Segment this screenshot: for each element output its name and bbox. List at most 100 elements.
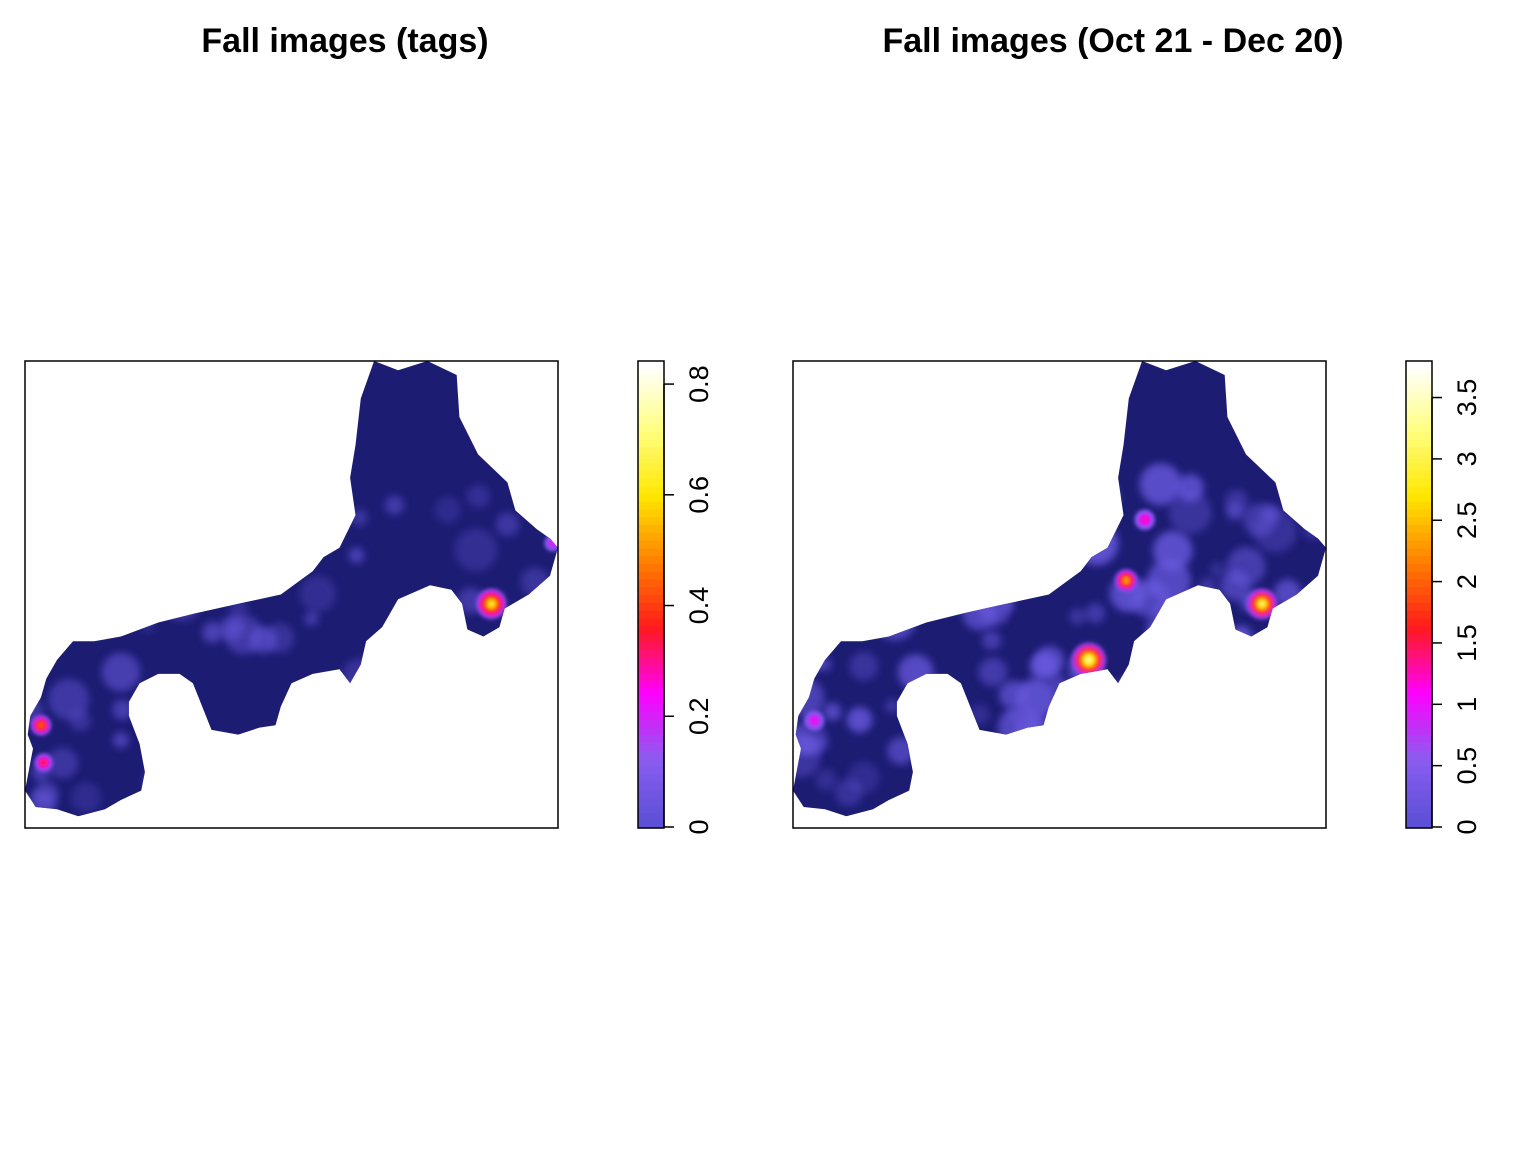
density-blob bbox=[814, 597, 846, 629]
colorbar-step bbox=[638, 804, 664, 814]
colorbar-step bbox=[638, 757, 664, 767]
density-blob bbox=[883, 494, 912, 523]
density-blob bbox=[977, 590, 1011, 624]
colorbar-step bbox=[638, 571, 664, 580]
density-blob bbox=[1195, 678, 1231, 714]
colorbar-step bbox=[638, 516, 664, 526]
colorbar-step bbox=[1406, 750, 1432, 759]
density-blob bbox=[917, 732, 955, 771]
density-blob bbox=[965, 516, 994, 545]
colorbar-step bbox=[638, 563, 664, 572]
density-blob bbox=[1229, 784, 1256, 810]
hotspot-west-lower bbox=[41, 760, 47, 766]
density-blob bbox=[920, 772, 939, 792]
density-blob bbox=[385, 710, 412, 738]
colorbar-step bbox=[1406, 384, 1432, 393]
density-blob bbox=[287, 518, 317, 548]
density-blob bbox=[885, 699, 900, 714]
density-blob bbox=[30, 502, 57, 529]
density-blob bbox=[1238, 787, 1261, 810]
colorbar-step bbox=[1406, 742, 1432, 751]
colorbar-step bbox=[1406, 454, 1432, 463]
density-blob bbox=[162, 581, 202, 621]
density-blob bbox=[311, 466, 342, 498]
chart-title: Fall images (tags) bbox=[201, 22, 488, 60]
density-blob bbox=[348, 547, 365, 564]
density-blob bbox=[903, 507, 947, 551]
density-blob bbox=[1167, 770, 1195, 798]
colorbar-tick-label: 0.6 bbox=[684, 476, 714, 514]
colorbar-step bbox=[1406, 734, 1432, 743]
density-blob bbox=[793, 631, 818, 660]
colorbar-tick-label: 1 bbox=[1452, 697, 1482, 712]
density-blob bbox=[502, 747, 519, 763]
hotspot-south bbox=[200, 812, 213, 817]
density-blob bbox=[202, 621, 224, 643]
colorbar-step bbox=[638, 773, 664, 782]
density-blob bbox=[1069, 608, 1086, 625]
colorbar-step bbox=[1406, 469, 1432, 479]
colorbar-step bbox=[1406, 485, 1432, 494]
density-blob bbox=[1219, 718, 1262, 761]
colorbar-step bbox=[638, 462, 664, 471]
colorbar-step bbox=[638, 501, 664, 510]
colorbar-step bbox=[1406, 524, 1432, 533]
density-blob bbox=[976, 533, 1000, 556]
density-blob bbox=[1139, 463, 1182, 506]
hotspot-center bbox=[1084, 655, 1094, 665]
density-blob bbox=[1016, 528, 1042, 554]
density-blob bbox=[70, 782, 102, 813]
colorbar-step bbox=[1406, 804, 1432, 814]
colorbar-step bbox=[1406, 540, 1432, 549]
density-blob bbox=[968, 463, 1004, 499]
density-blob bbox=[1316, 653, 1326, 668]
colorbar-step bbox=[638, 680, 664, 689]
density-blob bbox=[1203, 668, 1241, 706]
colorbar-step bbox=[1406, 617, 1432, 627]
density-blob bbox=[1263, 751, 1285, 773]
density-blob bbox=[101, 652, 141, 692]
density-blob bbox=[892, 505, 935, 547]
density-blob bbox=[1226, 503, 1244, 521]
density-blob bbox=[1052, 756, 1070, 774]
density-blob bbox=[1124, 761, 1152, 789]
colorbar-step bbox=[638, 672, 664, 681]
density-blob bbox=[36, 524, 52, 540]
colorbar-step bbox=[638, 602, 664, 611]
colorbar-step bbox=[1406, 563, 1432, 572]
colorbar-step bbox=[1406, 789, 1432, 798]
density-blob bbox=[1188, 621, 1230, 664]
density-blob bbox=[1245, 687, 1263, 706]
hotspot-south bbox=[199, 811, 214, 817]
density-blob bbox=[1155, 731, 1178, 754]
hotspot-west-center bbox=[929, 688, 956, 715]
density-blob bbox=[801, 735, 821, 756]
density-blob bbox=[33, 497, 57, 520]
density-blob bbox=[968, 703, 990, 725]
density-blob bbox=[466, 484, 490, 508]
density-blob bbox=[1205, 695, 1231, 721]
density-blob bbox=[1196, 681, 1241, 726]
density-blob bbox=[1250, 785, 1265, 800]
density-blob bbox=[910, 519, 926, 535]
colorbar-step bbox=[1406, 462, 1432, 471]
colorbar-step bbox=[1406, 641, 1432, 650]
density-blob bbox=[142, 765, 173, 795]
colorbar-step bbox=[1406, 773, 1432, 782]
density-blob bbox=[1088, 480, 1121, 514]
density-blob bbox=[875, 600, 916, 641]
colorbar-step bbox=[638, 423, 664, 432]
density-blob bbox=[48, 678, 90, 720]
colorbar-step bbox=[638, 578, 664, 588]
density-blob bbox=[1232, 644, 1273, 686]
colorbar-step bbox=[1406, 376, 1432, 385]
colorbar-step bbox=[1406, 399, 1432, 409]
colorbar-step bbox=[1406, 423, 1432, 432]
density-blob bbox=[902, 577, 940, 616]
colorbar: 0 0.5 1 1.5 2 2.5 3 3.5 bbox=[1405, 360, 1482, 835]
colorbar-step bbox=[638, 431, 664, 440]
density-blob bbox=[404, 754, 432, 783]
colorbar-tick-label: 0.4 bbox=[684, 587, 714, 625]
colorbar-step bbox=[638, 812, 664, 821]
hotspot-far-east-edge bbox=[550, 540, 556, 546]
